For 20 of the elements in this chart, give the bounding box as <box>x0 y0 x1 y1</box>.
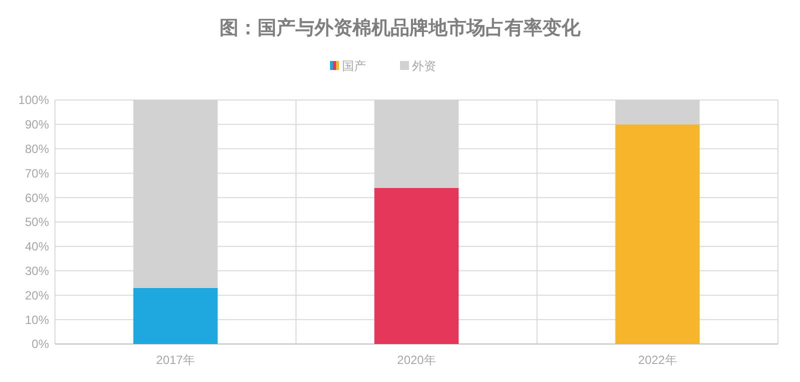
bar <box>615 124 700 344</box>
y-tick-label: 20% <box>24 288 50 302</box>
y-tick-label: 80% <box>24 142 50 156</box>
y-tick-label: 70% <box>24 166 50 180</box>
bar <box>374 188 459 344</box>
chart-title: 图：国产与外资棉机品牌地市场占有率变化 <box>220 17 582 39</box>
y-tick-label: 0% <box>32 337 50 352</box>
legend-label: 国产 <box>342 59 366 73</box>
legend-label: 外资 <box>412 59 436 73</box>
y-tick-label: 30% <box>24 264 50 278</box>
bar <box>133 288 218 344</box>
x-tick-label: 2022年 <box>638 353 677 367</box>
y-tick-label: 10% <box>24 312 50 327</box>
x-tick-label: 2020年 <box>397 353 436 367</box>
x-tick-label: 2017年 <box>156 353 195 367</box>
y-tick-label: 90% <box>24 118 50 132</box>
y-tick-label: 50% <box>24 215 50 230</box>
y-tick-label: 100% <box>18 93 50 108</box>
y-tick-label: 40% <box>24 240 50 254</box>
y-tick-label: 60% <box>24 190 50 205</box>
